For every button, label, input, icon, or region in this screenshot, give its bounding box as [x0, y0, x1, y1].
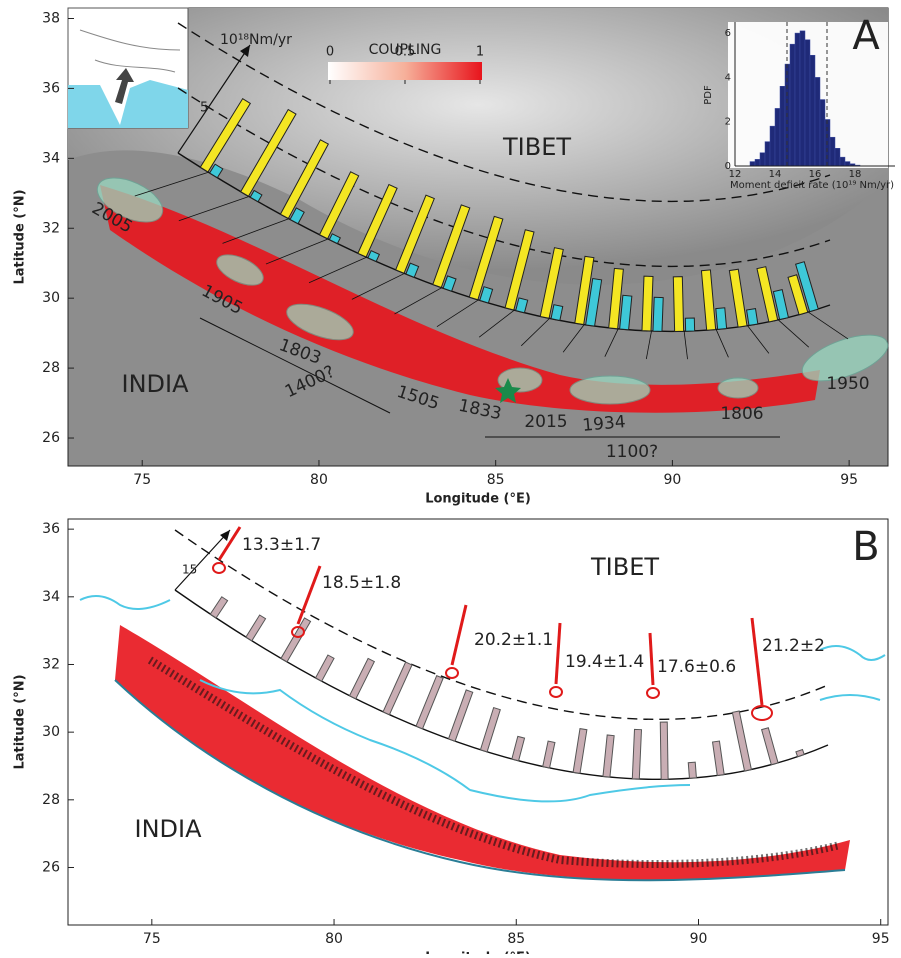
scale-tick: 5	[200, 101, 208, 116]
page: {"panel_a":{"label":"A","xlabel":"Longit…	[0, 0, 901, 954]
moment-bar	[673, 277, 683, 332]
y-tick-label: 30	[42, 724, 60, 740]
histogram-bar	[805, 40, 810, 166]
y-tick-label: 34	[42, 150, 60, 166]
x-tick-label: 80	[310, 472, 328, 488]
histogram-x-label: Moment deficit rate (10¹⁹ Nm/yr)	[730, 180, 894, 191]
histogram-bar	[775, 108, 780, 166]
velocity-label: 18.5±1.8	[322, 573, 401, 593]
colorbar-tick-label: 0	[326, 45, 334, 60]
moment-bar	[660, 722, 668, 779]
figure: 758085909526283032343638Longitude (°E)La…	[0, 0, 901, 954]
earthquake-year: 2015	[524, 412, 567, 432]
moment-bar	[632, 729, 641, 779]
y-tick-label: 30	[42, 290, 60, 306]
histogram-y-tick: 2	[725, 117, 731, 128]
moment-bar	[716, 308, 727, 330]
region-label: INDIA	[134, 815, 202, 843]
y-tick-label: 32	[42, 220, 60, 236]
histogram-bar	[795, 33, 800, 166]
x-tick-label: 80	[325, 931, 343, 947]
histogram-x-tick: 14	[769, 169, 782, 180]
moment-bar	[688, 762, 696, 778]
moment-bar	[642, 276, 653, 331]
x-tick-label: 75	[133, 472, 151, 488]
histogram-bar	[830, 137, 835, 166]
x-axis-label: Longitude (°E)	[425, 492, 531, 507]
histogram-bar	[845, 162, 850, 166]
y-axis-label: Latitude (°N)	[13, 189, 28, 284]
moment-bar	[685, 318, 694, 331]
y-tick-label: 36	[42, 521, 60, 537]
y-tick-label: 28	[42, 360, 60, 376]
earthquake-year: 1100?	[606, 442, 658, 462]
moment-bar	[653, 297, 663, 331]
x-tick-label: 90	[663, 472, 681, 488]
velocity-label: 19.4±1.4	[565, 652, 644, 672]
x-tick-label: 85	[487, 472, 505, 488]
colorbar-tick-label: 1	[476, 45, 484, 60]
histogram-y-tick: 6	[725, 28, 731, 39]
velocity-label: 21.2±2	[762, 636, 825, 656]
y-tick-label: 36	[42, 80, 60, 96]
coupling-colorbar	[328, 62, 482, 80]
y-tick-label: 32	[42, 656, 60, 672]
histogram-bar	[810, 55, 815, 166]
histogram-x-tick: 18	[849, 169, 862, 180]
region-label: TIBET	[502, 133, 571, 161]
x-tick-label: 75	[143, 931, 161, 947]
histogram-bar	[835, 148, 840, 166]
histogram-bar	[780, 86, 785, 166]
scale-unit: 10¹⁸Nm/yr	[220, 32, 292, 48]
panel-label: B	[852, 524, 879, 570]
y-tick-label: 26	[42, 859, 60, 875]
histogram-bar	[765, 142, 770, 166]
panel-label: A	[852, 13, 880, 59]
y-tick-label: 26	[42, 430, 60, 446]
histogram-bar	[840, 157, 845, 166]
x-tick-label: 90	[690, 931, 708, 947]
x-tick-label: 95	[872, 931, 890, 947]
velocity-label: 17.6±0.6	[657, 657, 736, 677]
histogram-bar	[790, 44, 795, 166]
histogram-bar	[770, 126, 775, 166]
histogram-y-label: PDF	[703, 85, 714, 105]
histogram-x-tick: 16	[809, 169, 822, 180]
histogram-y-tick: 4	[725, 72, 731, 83]
moment-bar	[747, 309, 758, 326]
x-tick-label: 95	[840, 472, 858, 488]
histogram-bar	[755, 159, 760, 166]
scale-tick: 15	[182, 563, 197, 577]
histogram-bar	[760, 153, 765, 166]
histogram-y-tick: 0	[725, 161, 731, 172]
y-tick-label: 28	[42, 792, 60, 808]
velocity-label: 20.2±1.1	[474, 630, 553, 650]
histogram-bar	[820, 100, 825, 166]
histogram-bar	[750, 162, 755, 166]
histogram-bar	[800, 31, 805, 166]
earthquake-year: 1806	[720, 404, 763, 424]
colorbar-tick-label: 0.5	[395, 45, 416, 60]
velocity-label: 13.3±1.7	[242, 535, 321, 555]
earthquake-year: 1934	[582, 412, 627, 436]
earthquake-year: 1950	[826, 374, 869, 394]
histogram-bar	[815, 77, 820, 166]
region-label: INDIA	[121, 370, 189, 398]
x-tick-label: 85	[507, 931, 525, 947]
y-tick-label: 34	[42, 589, 60, 605]
y-axis-label: Latitude (°N)	[13, 674, 28, 769]
y-tick-label: 38	[42, 10, 60, 26]
x-axis-label: Longitude (°E)	[425, 951, 531, 955]
region-label: TIBET	[590, 553, 659, 581]
